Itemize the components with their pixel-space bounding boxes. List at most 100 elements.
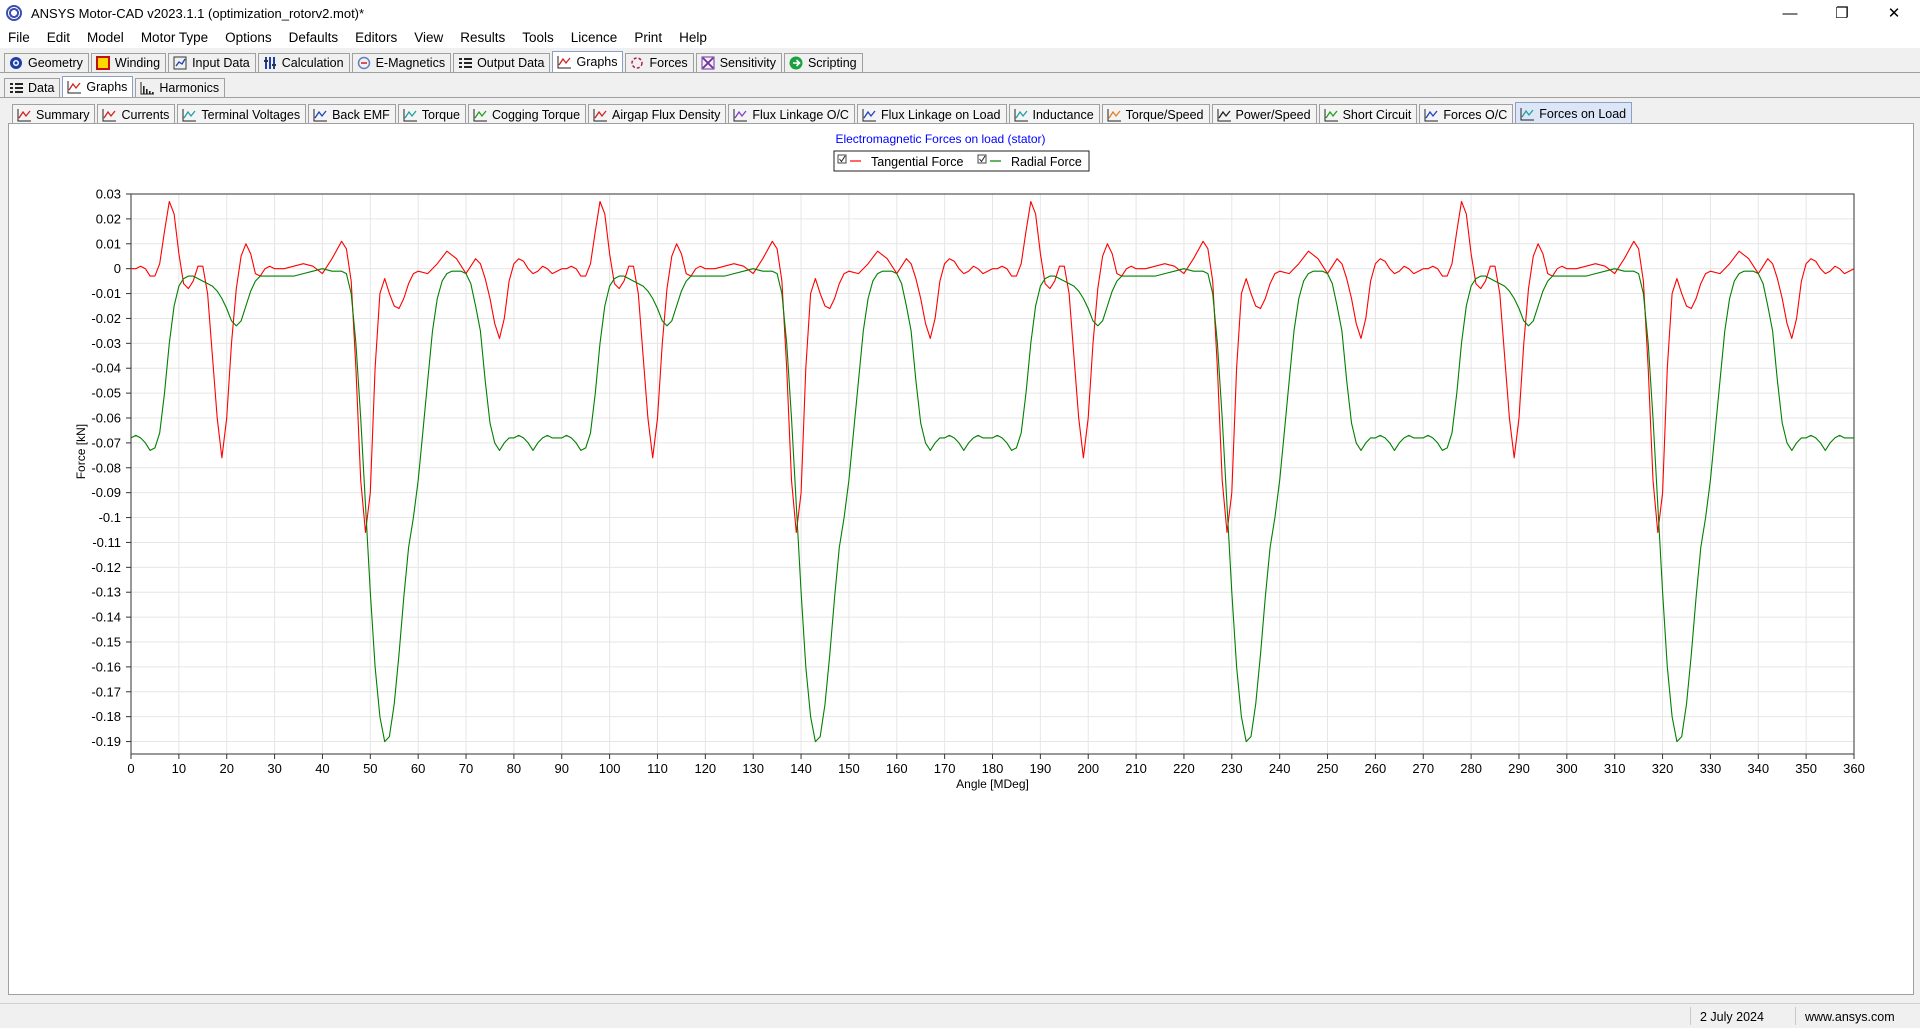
menu-edit[interactable]: Edit	[46, 29, 71, 45]
sub-tab-bar: Data Graphs Harmonics	[0, 76, 1920, 98]
tab-sensitivity[interactable]: Sensitivity	[695, 53, 782, 72]
tab-label: Winding	[114, 56, 161, 70]
legend-label: Radial Force	[1011, 155, 1082, 169]
tab-scripting[interactable]: Scripting	[783, 53, 863, 72]
tab-flux-linkage-on-load[interactable]: Flux Linkage on Load	[856, 104, 1007, 124]
y-tick-label: -0.14	[91, 610, 121, 625]
tab-back-emf[interactable]: Back EMF	[308, 104, 396, 124]
tab-forces-o-c[interactable]: Forces O/C	[1419, 104, 1514, 124]
close-icon[interactable]: ✕	[1887, 5, 1901, 22]
y-tick-label: -0.04	[91, 361, 121, 376]
graph-tab-bar: Summary Currents Terminal Voltages Back EMF…	[0, 101, 1920, 124]
status-separator	[1690, 1007, 1691, 1025]
menu-bar: File Edit Model Motor Type Options Defau…	[0, 26, 1920, 48]
tab-torque-speed[interactable]: Torque/Speed	[1101, 104, 1210, 124]
x-tick-label: 110	[647, 761, 668, 776]
menu-options[interactable]: Options	[225, 29, 272, 45]
x-tick-label: 90	[555, 761, 569, 776]
legend-checkbox	[837, 154, 847, 164]
graph-icon	[473, 108, 488, 122]
calculation-icon	[263, 56, 278, 70]
menu-help[interactable]: Help	[679, 29, 707, 45]
tab-airgap-flux-density[interactable]: Airgap Flux Density	[588, 104, 727, 124]
y-tick-label: -0.13	[91, 585, 121, 600]
menu-editors[interactable]: Editors	[355, 29, 398, 45]
chart-title: Electromagnetic Forces on load (stator)	[835, 132, 1045, 146]
maximize-icon[interactable]: ❐	[1835, 5, 1849, 22]
x-tick-label: 170	[934, 761, 956, 776]
tab-short-circuit[interactable]: Short Circuit	[1318, 104, 1418, 124]
tab-inductance[interactable]: Inductance	[1008, 104, 1100, 124]
y-axis-label: Force [kN]	[74, 424, 88, 479]
x-tick-label: 140	[790, 761, 812, 776]
tab-label: Short Circuit	[1342, 107, 1412, 122]
x-tick-label: 270	[1412, 761, 1434, 776]
tab-e-magnetics[interactable]: E-Magnetics	[351, 53, 452, 72]
x-tick-label: 130	[742, 761, 764, 776]
tab-label: Output Data	[477, 56, 545, 70]
y-tick-label: -0.08	[91, 460, 121, 475]
y-tick-label: -0.05	[91, 386, 121, 401]
menu-model[interactable]: Model	[87, 29, 124, 45]
x-tick-label: 120	[694, 761, 716, 776]
tab-graphs[interactable]: Graphs	[552, 51, 624, 72]
tab-label: Sensitivity	[719, 56, 776, 70]
menu-print[interactable]: Print	[634, 29, 663, 45]
tab-forces[interactable]: Forces	[625, 53, 694, 72]
menu-results[interactable]: Results	[460, 29, 506, 45]
tab-label: Power/Speed	[1235, 107, 1311, 122]
y-tick-label: -0.12	[91, 560, 121, 575]
tab-currents[interactable]: Currents	[97, 104, 176, 124]
menu-licence[interactable]: Licence	[570, 29, 618, 45]
legend: Tangential Force Radial Force	[833, 150, 1090, 172]
x-tick-label: 50	[363, 761, 377, 776]
menu-motor-type[interactable]: Motor Type	[140, 29, 209, 45]
tab-output-data[interactable]: Output Data	[453, 53, 551, 72]
graph-icon	[17, 108, 32, 122]
forces-icon	[630, 56, 645, 70]
tab-label: Airgap Flux Density	[612, 107, 721, 122]
minimize-icon[interactable]: —	[1782, 4, 1798, 22]
menu-view[interactable]: View	[414, 29, 444, 45]
menu-file[interactable]: File	[8, 29, 30, 45]
app-icon	[6, 5, 22, 21]
tab-winding[interactable]: Winding	[90, 53, 167, 72]
tab-forces-on-load[interactable]: Forces on Load	[1515, 102, 1633, 124]
main-tab-bar: Geometry Winding Input Data Calculation …	[0, 50, 1920, 73]
tab-summary[interactable]: Summary	[12, 104, 96, 124]
x-tick-label: 160	[886, 761, 908, 776]
y-tick-label: -0.02	[91, 311, 121, 326]
menu-tools[interactable]: Tools	[522, 29, 554, 45]
force-chart: 0 10 20 30 40 50 60 70 80 90 100 110 120 130 140 150 160…	[74, 132, 1865, 791]
e-magnetics-icon	[357, 56, 372, 70]
graph-icon	[1520, 107, 1535, 121]
x-tick-label: 300	[1556, 761, 1578, 776]
tab-label: Summary	[36, 107, 90, 122]
menu-defaults[interactable]: Defaults	[288, 29, 339, 45]
tab-data[interactable]: Data	[4, 78, 61, 97]
tab-label: Terminal Voltages	[201, 107, 301, 122]
tab-label: Input Data	[192, 56, 250, 70]
x-tick-label: 290	[1508, 761, 1530, 776]
y-tick-label: -0.16	[91, 659, 121, 674]
x-tick-label: 10	[172, 761, 186, 776]
y-tick-label: -0.07	[91, 435, 121, 450]
y-tick-label: -0.01	[91, 286, 121, 301]
tab-harmonics[interactable]: Harmonics	[135, 78, 226, 97]
x-tick-label: 330	[1700, 761, 1722, 776]
tab-input-data[interactable]: Input Data	[168, 53, 256, 72]
tab-terminal-voltages[interactable]: Terminal Voltages	[177, 104, 307, 124]
tab-graphs-sub[interactable]: Graphs	[62, 76, 134, 97]
tab-label: Harmonics	[159, 81, 220, 95]
tab-torque[interactable]: Torque	[397, 104, 466, 124]
tab-label: Flux Linkage on Load	[880, 107, 1001, 122]
series-line-tangential-force	[131, 200, 1854, 534]
tab-label: Geometry	[28, 56, 83, 70]
x-tick-label: 20	[219, 761, 233, 776]
tab-flux-linkage-o-c[interactable]: Flux Linkage O/C	[728, 104, 855, 124]
tab-calculation[interactable]: Calculation	[257, 53, 350, 72]
tab-cogging-torque[interactable]: Cogging Torque	[467, 104, 587, 124]
check-icon	[839, 155, 846, 163]
tab-power-speed[interactable]: Power/Speed	[1211, 104, 1317, 124]
tab-geometry[interactable]: Geometry	[4, 53, 89, 72]
